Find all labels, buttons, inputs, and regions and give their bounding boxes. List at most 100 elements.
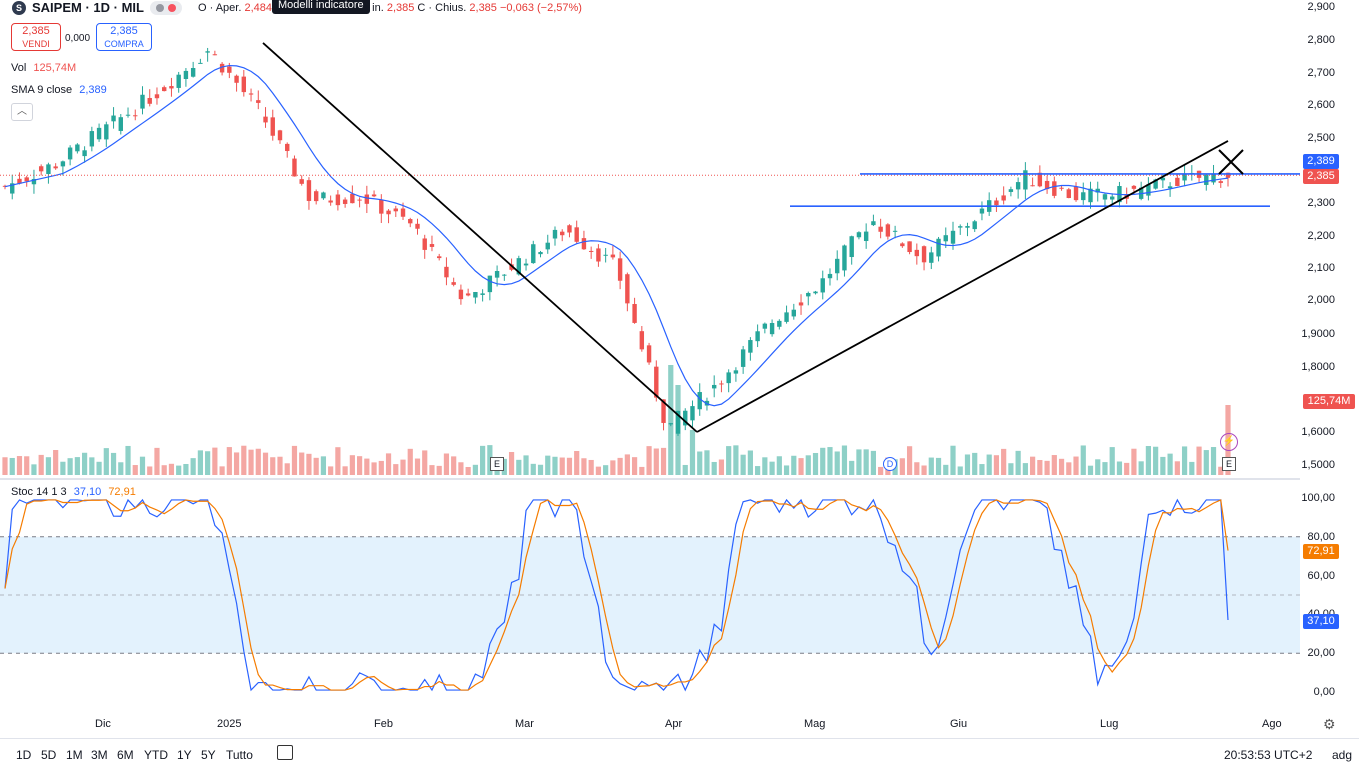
volume-bar: [566, 457, 573, 475]
candle: [588, 246, 594, 259]
timeframe-3m[interactable]: 3M: [91, 748, 108, 762]
candle: [762, 322, 768, 334]
dividend-marker[interactable]: D: [883, 457, 897, 471]
candle: [371, 190, 377, 198]
candle: [169, 77, 174, 97]
collapse-legend-chevron-icon[interactable]: ︿: [11, 103, 33, 121]
volume-bar: [1210, 447, 1217, 475]
price-tick-label: 2,300: [1307, 197, 1335, 209]
candle: [306, 177, 312, 210]
candle: [125, 107, 131, 118]
volume-bar: [1022, 463, 1028, 475]
volume-bar: [161, 465, 167, 475]
timeframe-tutto[interactable]: Tutto: [226, 748, 253, 762]
volume-bar: [986, 454, 992, 475]
volume-bar: [733, 445, 739, 475]
volume-bar: [1008, 463, 1014, 475]
candle: [596, 244, 601, 267]
sell-price: 2,385: [22, 25, 50, 37]
visibility-toggle[interactable]: [149, 0, 182, 15]
candle: [429, 235, 435, 252]
volume-bar: [668, 365, 674, 475]
candle: [943, 227, 948, 249]
candle: [285, 142, 290, 158]
candle: [386, 209, 391, 224]
candle: [979, 201, 985, 221]
volume-bar: [957, 466, 963, 475]
timeframe-1y[interactable]: 1Y: [177, 748, 192, 762]
price-tick-label: 2,500: [1307, 132, 1335, 144]
candle: [422, 234, 427, 259]
candle: [277, 129, 283, 144]
candle: [965, 222, 970, 237]
clock[interactable]: 20:53:53 UTC+2: [1224, 748, 1313, 762]
volume-bar: [1203, 450, 1209, 475]
gear-icon[interactable]: ⚙: [1323, 716, 1336, 732]
open-value: 2,484: [244, 2, 273, 14]
volume-legend[interactable]: Vol 125,74M: [11, 62, 76, 74]
candle: [820, 270, 825, 300]
volume-bar: [979, 464, 985, 475]
calendar-icon[interactable]: [277, 745, 293, 760]
volume-bar: [472, 464, 478, 475]
volume-bar: [38, 454, 44, 475]
volume-bar: [1102, 462, 1108, 475]
volume-bar: [356, 456, 363, 475]
buy-button[interactable]: 2,385 COMPRA: [96, 23, 152, 51]
earnings-marker[interactable]: E: [490, 457, 504, 471]
stoch-k-value: 37,10: [73, 486, 102, 498]
volume-bar: [154, 447, 160, 475]
timeframe-6m[interactable]: 6M: [117, 748, 134, 762]
adjust-toggle[interactable]: adg: [1332, 748, 1353, 762]
stoch-legend[interactable]: Stoc 14 1 3 37,10 72,91: [11, 486, 136, 498]
candle: [444, 257, 449, 286]
candle: [270, 109, 275, 141]
sell-button[interactable]: 2,385 VENDI: [11, 23, 61, 51]
lightning-icon[interactable]: ⚡: [1220, 433, 1238, 451]
candle: [986, 192, 992, 216]
timeframe-5y[interactable]: 5Y: [201, 748, 216, 762]
symbol-title[interactable]: S SAIPEM · 1D · MIL: [12, 0, 182, 15]
candle: [777, 319, 782, 330]
volume-bar: [82, 452, 88, 475]
volume-bar: [704, 450, 710, 475]
volume-bar: [718, 459, 725, 475]
volume-bar: [834, 451, 840, 475]
timeframe-5d[interactable]: 5D: [41, 748, 57, 762]
volume-bar: [414, 458, 421, 475]
volume-bar: [906, 446, 913, 475]
earnings-marker-upcoming[interactable]: E: [1222, 457, 1236, 471]
candle: [437, 253, 442, 261]
close-label: C · Chius.: [417, 2, 467, 14]
candle: [96, 123, 102, 142]
candle: [1146, 177, 1151, 201]
timeframe-1d[interactable]: 1D: [16, 748, 32, 762]
sma-legend[interactable]: SMA 9 close 2,389: [11, 84, 107, 96]
candle: [89, 126, 95, 152]
timeframe-1m[interactable]: 1M: [66, 748, 83, 762]
volume-bar: [1196, 446, 1202, 475]
volume-bar: [299, 452, 305, 475]
candles: [2, 47, 1231, 436]
volume-bar: [849, 460, 855, 475]
price-tick-label: 2,200: [1307, 230, 1335, 242]
stoch-tick-label: 80,00: [1307, 530, 1335, 543]
volume-bar: [755, 466, 761, 475]
volume-bar: [928, 457, 934, 475]
candle: [661, 399, 666, 431]
candle: [465, 288, 471, 297]
volume-bar: [53, 449, 59, 475]
candle: [921, 245, 927, 271]
candle: [67, 145, 73, 166]
volume-bar: [660, 447, 667, 475]
volume-bars: [2, 365, 1231, 475]
volume-bar: [328, 466, 334, 475]
volume-bar: [559, 457, 565, 475]
volume-bar: [96, 461, 102, 475]
volume-bar: [1189, 461, 1195, 475]
stoch-d-line: [4, 499, 1229, 691]
candle: [1023, 162, 1028, 200]
candle: [162, 85, 167, 92]
timeframe-ytd[interactable]: YTD: [144, 748, 168, 762]
